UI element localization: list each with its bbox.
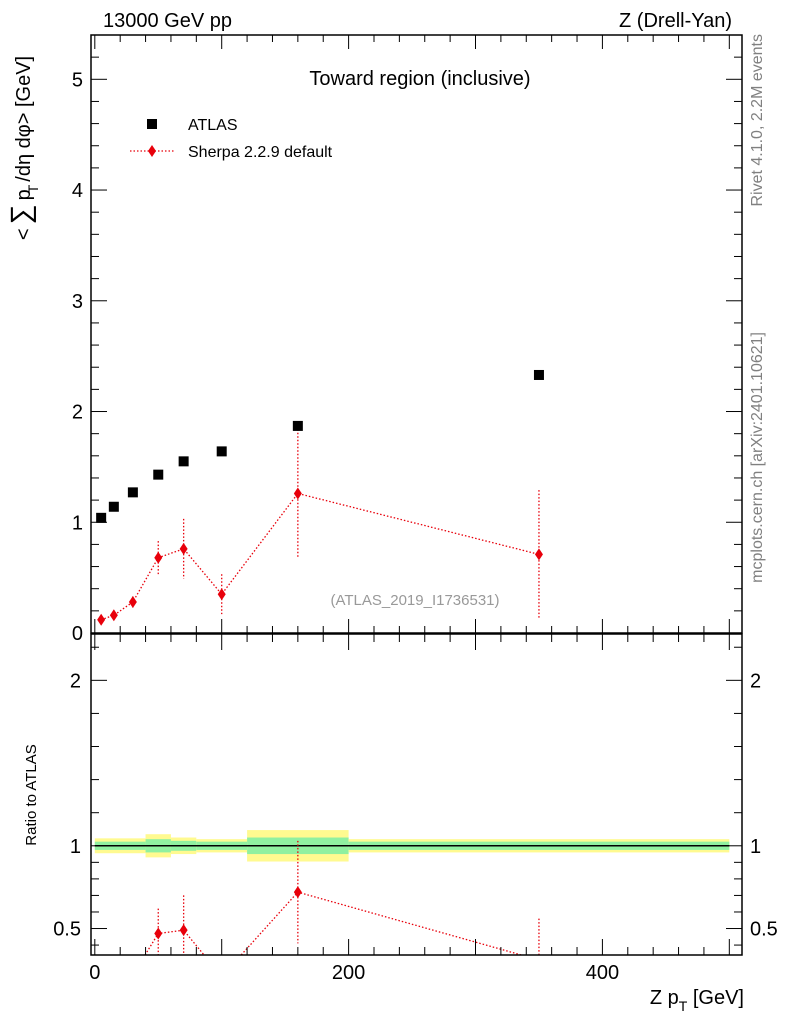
ratio-sherpa-point [97,985,105,997]
atlas-point [533,369,544,380]
ratio-ticks [91,634,742,955]
main-plot-frame [90,34,743,634]
main-ytick-label: 2 [72,402,83,424]
xlabel-rest: [GeV] [687,987,744,1009]
legend-atlas-marker [147,119,157,129]
main-ticks [91,34,742,634]
sherpa-point [217,588,226,601]
header-right: Z (Drell-Yan) [619,10,732,32]
sherpa-point [154,551,163,564]
ratio-sherpa-point [110,982,118,994]
ratio-sherpa-point [538,953,540,955]
atlas-point [108,501,119,512]
ratio-sherpa-point [129,969,137,981]
atlas-point [178,456,189,467]
svg-text:<∑pT/dη dφ> [GeV]: < ∑ pT/dη dφ> [GeV] [5,56,41,240]
ylabel-sum: ∑ [5,204,36,224]
xlabel-sub: T [679,998,688,1014]
ratio-ytick-label-left: 2 [70,670,81,692]
xlabel: Z pT [GeV] [650,987,744,1014]
main-marks [96,369,544,626]
legend-atlas-label: ATLAS [188,117,238,134]
sherpa-point [534,548,543,561]
ratio-sherpa-point [293,886,302,899]
ylabel-p: p [13,189,35,200]
main-ytick-label: 4 [72,180,83,202]
ratio-tick-labels: 0.5 0.5 1 1 2 2 0 200 400 [53,670,778,984]
legend: ATLAS Sherpa 2.2.9 default [130,117,333,161]
atlas-point [292,420,303,431]
mcplots-label: mcplots.cern.ch [arXiv:2401.10621] [749,332,766,583]
ylabel-sub: T [25,184,41,193]
ratio-xtick-label: 200 [332,962,365,984]
legend-sherpa-marker [148,145,156,157]
atlas-point [96,512,107,523]
sherpa-point [97,613,106,626]
atlas-point [127,487,138,498]
main-ytick-label: 3 [72,291,83,313]
xlabel-main: Z p [650,987,679,1009]
atlas-point [216,446,227,457]
sherpa-point [128,595,137,608]
ratio-sherpa-point [179,924,188,937]
ratio-ytick-label-right: 0.5 [750,919,778,941]
ratio-sherpa-point [154,927,163,940]
ratio-ytick-label-right: 1 [750,836,761,858]
ratio-plot-frame [90,633,743,956]
ratio-ylabel: Ratio to ATLAS [23,744,40,845]
analysis-id-label: (ATLAS_2019_I1736531) [330,592,499,609]
rivet-version-label: Rivet 4.1.0, 2.2M events [749,34,766,207]
main-ytick-label: 5 [72,69,83,91]
ratio-ytick-label-left: 0.5 [53,919,81,941]
main-ytick-labels: 0 1 2 3 4 5 [72,69,83,645]
ratio-xtick-label: 400 [586,962,619,984]
ratio-marks [97,840,540,997]
ratio-sherpa-point [218,971,226,983]
main-panel: 0 1 2 3 4 5 Toward region (inclusive) (ATLAS_… [72,34,743,645]
ratio-panel: 0.5 0.5 1 1 2 2 0 200 400 [53,633,778,997]
ratio-ytick-label-right: 2 [750,670,761,692]
main-ytick-label: 1 [72,512,83,534]
ylabel-rest: /dη dφ> [GeV] [13,56,35,182]
svg-text:Z pT [GeV]: Z pT [GeV] [650,987,744,1014]
main-title: Toward region (inclusive) [309,68,530,90]
sherpa-point [179,542,188,555]
ratio-xtick-label: 0 [89,962,100,984]
sherpa-point [109,609,118,622]
ratio-ytick-label-left: 1 [70,836,81,858]
atlas-point [153,469,164,480]
header-left: 13000 GeV pp [103,10,232,32]
ylabel-open: < [13,228,35,240]
main-ytick-label: 0 [72,623,83,645]
legend-sherpa-label: Sherpa 2.2.9 default [188,144,333,161]
main-ylabel: < ∑ pT/dη dφ> [GeV] [5,56,41,240]
sherpa-point [293,487,302,500]
ratio-sherpa-line [144,891,524,955]
